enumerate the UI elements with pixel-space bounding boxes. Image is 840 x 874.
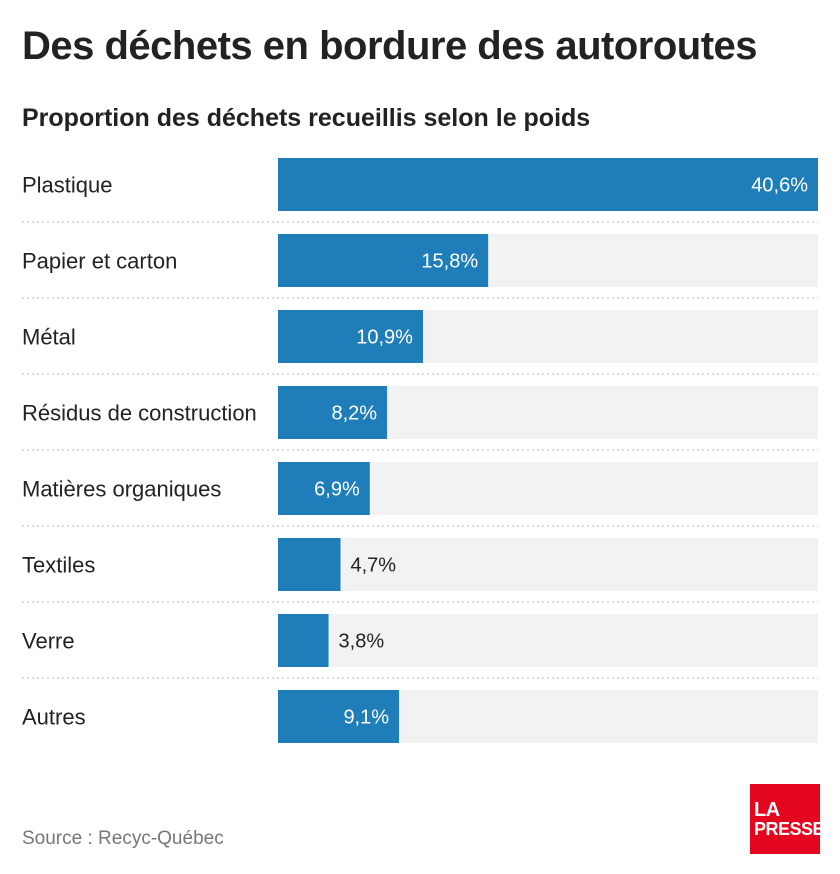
- chart-title: Des déchets en bordure des autoroutes: [22, 24, 758, 68]
- category-label: Métal: [22, 325, 76, 350]
- source-note: Source : Recyc-Québec: [22, 828, 224, 849]
- bar: [278, 462, 370, 515]
- logo-line-1: LA: [754, 799, 780, 821]
- category-label: Plastique: [22, 173, 113, 198]
- logo-line-2: PRESSE: [754, 819, 825, 839]
- data-label: 9,1%: [343, 707, 389, 729]
- category-label: Résidus de construction: [22, 401, 257, 426]
- data-label: 8,2%: [331, 403, 377, 425]
- bar: [278, 234, 489, 287]
- chart-subtitle: Proportion des déchets recueillis selon …: [22, 104, 591, 132]
- bar: [278, 310, 423, 363]
- la-presse-logo: LA PRESSE: [750, 784, 825, 854]
- bar: [278, 538, 341, 591]
- bar-track: [278, 614, 818, 667]
- category-label: Textiles: [22, 553, 95, 578]
- data-label: 3,8%: [339, 631, 385, 653]
- bar: [278, 690, 400, 743]
- bar-chart: Plastique 40,6% Papier et carton 15,8% Métal…: [22, 158, 818, 743]
- data-label: 4,7%: [351, 555, 397, 577]
- data-label: 10,9%: [356, 327, 413, 349]
- category-label: Autres: [22, 705, 86, 730]
- bar: [278, 614, 329, 667]
- data-label: 40,6%: [751, 175, 808, 197]
- data-label: 6,9%: [314, 479, 360, 501]
- data-label: 15,8%: [421, 251, 478, 273]
- category-label: Verre: [22, 629, 75, 654]
- bar: [278, 386, 388, 439]
- category-label: Matières organiques: [22, 477, 221, 502]
- bar: [278, 158, 818, 211]
- bar-track: [278, 538, 818, 591]
- category-label: Papier et carton: [22, 249, 177, 274]
